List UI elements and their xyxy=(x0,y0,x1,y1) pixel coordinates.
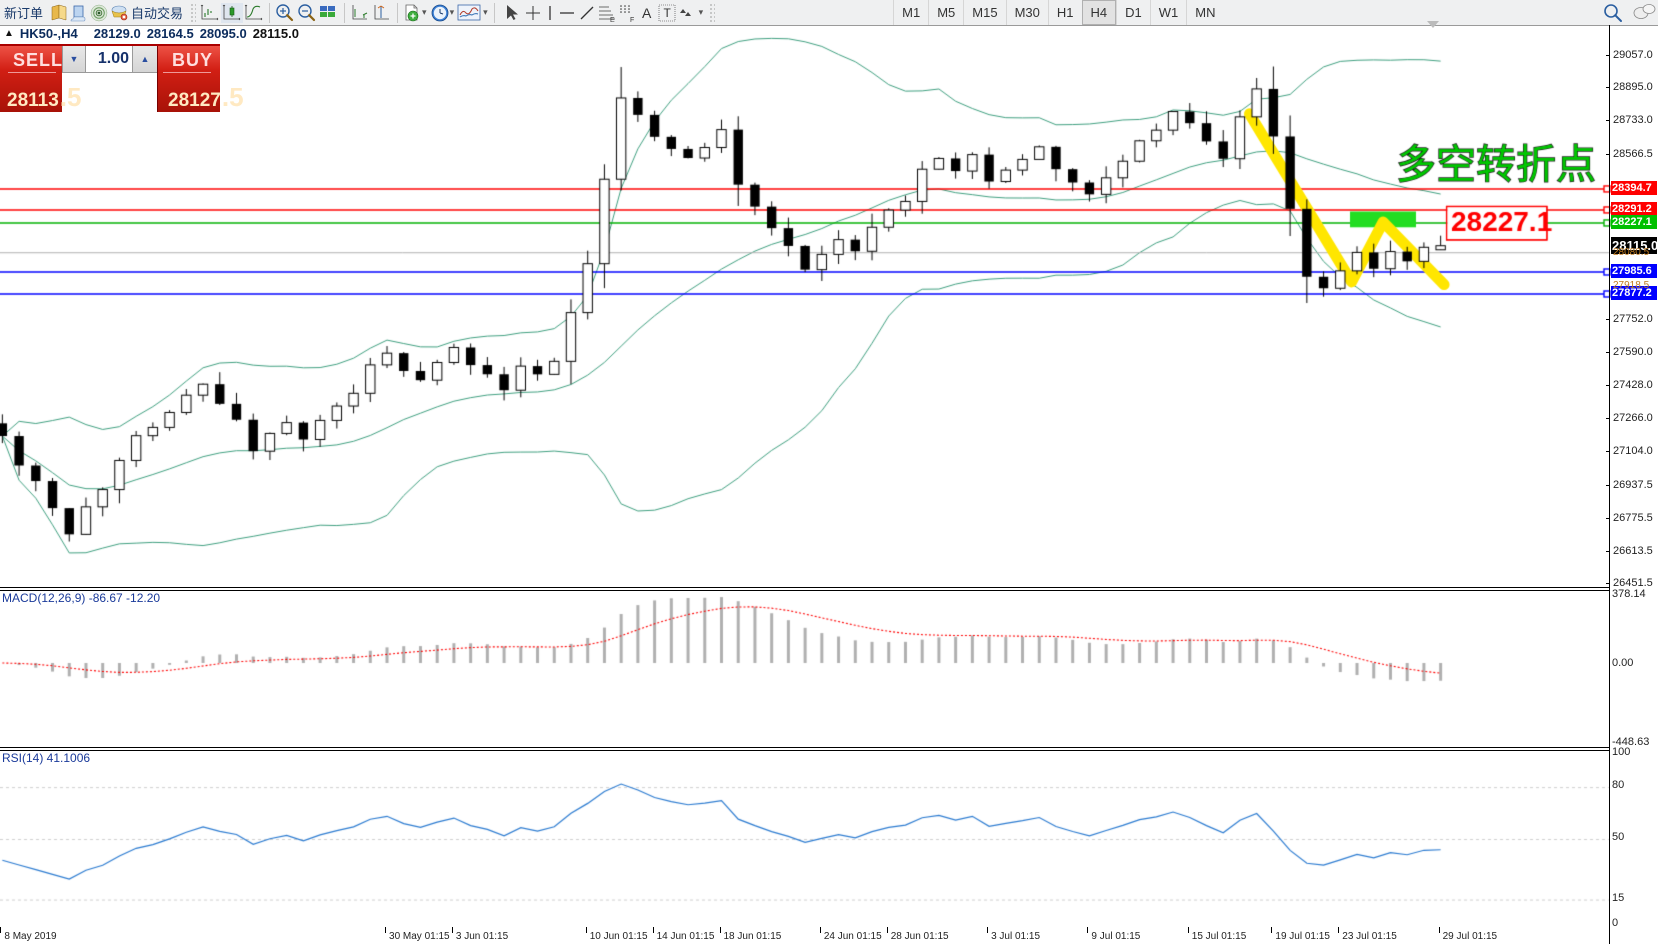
svg-text:E: E xyxy=(610,17,615,23)
svg-text:F: F xyxy=(630,17,634,23)
svg-text:T: T xyxy=(663,6,671,20)
